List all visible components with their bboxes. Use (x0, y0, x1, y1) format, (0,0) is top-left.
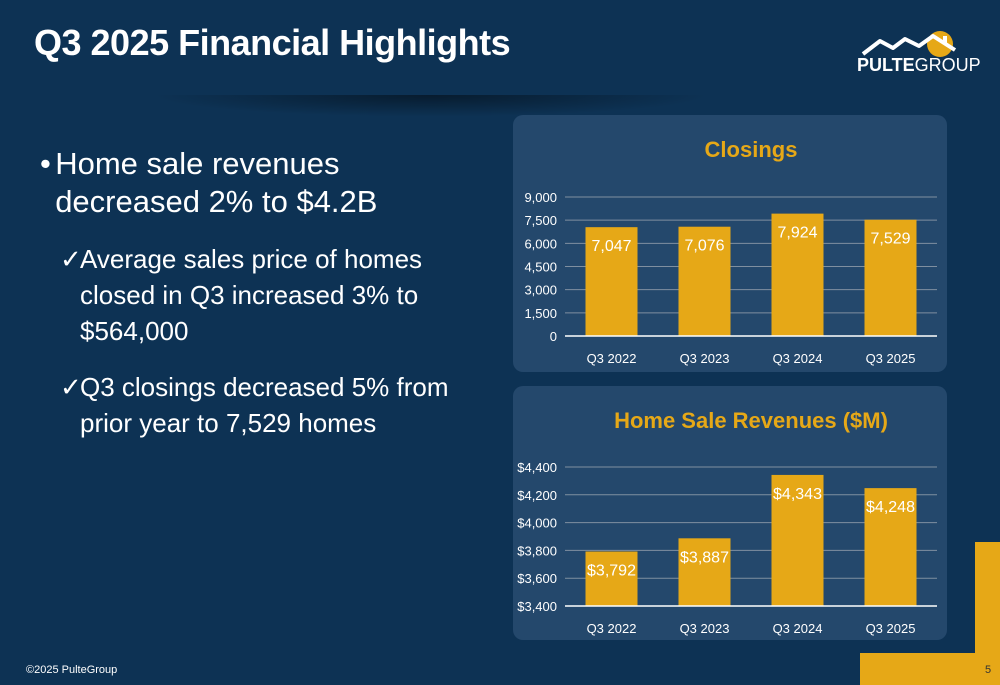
sub-bullet-text: Q3 closings decreased 5% from prior year… (80, 372, 449, 438)
x-tick-label: Q3 2025 (866, 351, 916, 366)
copyright: ©2025 PulteGroup (26, 664, 118, 676)
closings-chart: Closings 0 1,500 3,000 4,500 6,000 7,500 9,000 7… (524, 137, 937, 366)
sub-bullet-item: ✓ Average sales price of homes closed in… (60, 241, 480, 349)
x-tick-label: Q3 2024 (773, 351, 823, 366)
x-tick-label: Q3 2023 (680, 351, 730, 366)
x-tick-label: Q3 2022 (587, 351, 637, 366)
data-label: 7,076 (684, 238, 724, 255)
pultegroup-logo: PULTEGROUP (855, 28, 981, 76)
y-tick-label: 9,000 (524, 190, 557, 205)
data-label: $4,248 (866, 499, 915, 516)
chart-title: Closings (705, 137, 798, 162)
y-tick-label: 0 (550, 329, 557, 344)
data-label: $4,343 (773, 486, 822, 503)
svg-text:PULTEGROUP: PULTEGROUP (857, 55, 980, 75)
slide-title: Q3 2025 Financial Highlights (34, 22, 511, 63)
y-tick-label: $4,000 (517, 516, 557, 531)
y-tick-label: $4,200 (517, 488, 557, 503)
checkmark-icon: ✓ (60, 244, 82, 274)
y-tick-label: $4,400 (517, 460, 557, 475)
y-tick-label: 1,500 (524, 306, 557, 321)
bullet-list: • Home sale revenues decreased 2% to $4.… (40, 145, 480, 441)
data-label: 7,529 (870, 231, 910, 248)
y-tick-label: $3,800 (517, 543, 557, 558)
chart-title: Home Sale Revenues ($M) (614, 408, 888, 433)
x-tick-label: Q3 2023 (680, 621, 730, 636)
revenues-chart-panel: Home Sale Revenues ($M) $3,400 $3,600 $3,80… (513, 386, 947, 640)
x-tick-label: Q3 2025 (866, 621, 916, 636)
data-label: 7,924 (777, 225, 817, 242)
checkmark-icon: ✓ (60, 372, 82, 402)
decorative-gold-bar (860, 653, 1000, 685)
bar (771, 474, 824, 606)
page-number: 5 (985, 664, 992, 676)
x-tick-label: Q3 2022 (587, 621, 637, 636)
bar (585, 227, 638, 336)
bar (678, 226, 731, 336)
sub-bullet-item: ✓ Q3 closings decreased 5% from prior ye… (60, 369, 480, 441)
closings-chart-panel: Closings 0 1,500 3,000 4,500 6,000 7,500 9,000 7… (513, 115, 947, 372)
bar (771, 213, 824, 336)
y-tick-label: 6,000 (524, 236, 557, 251)
bar (864, 488, 917, 606)
sub-bullet-text: Average sales price of homes closed in Q… (80, 244, 423, 346)
bar (678, 538, 731, 606)
bar (585, 551, 638, 606)
x-tick-label: Q3 2024 (773, 621, 823, 636)
bullet-item: • Home sale revenues decreased 2% to $4.… (40, 145, 480, 221)
title-shadow (150, 95, 710, 117)
revenues-chart: Home Sale Revenues ($M) $3,400 $3,600 $3,80… (517, 408, 937, 636)
bar (864, 219, 917, 336)
y-tick-label: 3,000 (524, 283, 557, 298)
y-tick-label: 4,500 (524, 260, 557, 275)
data-label: $3,792 (587, 563, 636, 580)
bullet-text: Home sale revenues decreased 2% to $4.2B (55, 146, 378, 219)
bullet-dot-icon: • (40, 146, 51, 181)
y-tick-label: $3,400 (517, 599, 557, 614)
y-tick-label: 7,500 (524, 213, 557, 228)
data-label: $3,887 (680, 549, 729, 566)
y-tick-label: $3,600 (517, 571, 557, 586)
data-label: 7,047 (591, 238, 631, 255)
